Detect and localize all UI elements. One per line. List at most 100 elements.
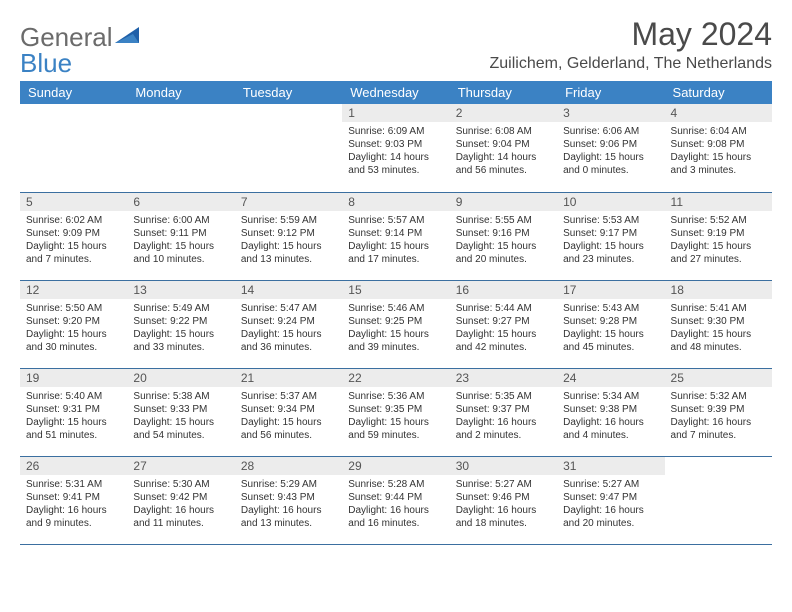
sunset-text: Sunset: 9:35 PM <box>348 403 443 416</box>
daylight-text: Daylight: 15 hours and 48 minutes. <box>671 328 766 354</box>
day-number: 9 <box>450 193 557 211</box>
sunset-text: Sunset: 9:04 PM <box>456 138 551 151</box>
calendar-day-cell: 18Sunrise: 5:41 AMSunset: 9:30 PMDayligh… <box>665 280 772 368</box>
calendar-day-cell: 19Sunrise: 5:40 AMSunset: 9:31 PMDayligh… <box>20 368 127 456</box>
sunset-text: Sunset: 9:47 PM <box>563 491 658 504</box>
calendar-day-cell <box>20 104 127 192</box>
sunset-text: Sunset: 9:41 PM <box>26 491 121 504</box>
calendar-week-row: 1Sunrise: 6:09 AMSunset: 9:03 PMDaylight… <box>20 104 772 192</box>
day-number: 10 <box>557 193 664 211</box>
sunrise-text: Sunrise: 5:34 AM <box>563 390 658 403</box>
logo-word-blue-wrap: Blue <box>22 48 72 79</box>
sunrise-text: Sunrise: 5:46 AM <box>348 302 443 315</box>
daylight-text: Daylight: 15 hours and 54 minutes. <box>133 416 228 442</box>
daylight-text: Daylight: 15 hours and 51 minutes. <box>26 416 121 442</box>
sunrise-text: Sunrise: 5:37 AM <box>241 390 336 403</box>
day-details: Sunrise: 5:44 AMSunset: 9:27 PMDaylight:… <box>450 299 557 358</box>
sunset-text: Sunset: 9:46 PM <box>456 491 551 504</box>
sunset-text: Sunset: 9:19 PM <box>671 227 766 240</box>
daylight-text: Daylight: 15 hours and 13 minutes. <box>241 240 336 266</box>
daylight-text: Daylight: 15 hours and 7 minutes. <box>26 240 121 266</box>
sunrise-text: Sunrise: 5:59 AM <box>241 214 336 227</box>
sunrise-text: Sunrise: 5:55 AM <box>456 214 551 227</box>
daylight-text: Daylight: 15 hours and 0 minutes. <box>563 151 658 177</box>
sunset-text: Sunset: 9:16 PM <box>456 227 551 240</box>
day-number: 26 <box>20 457 127 475</box>
daylight-text: Daylight: 16 hours and 18 minutes. <box>456 504 551 530</box>
day-number: 13 <box>127 281 234 299</box>
weekday-header: Sunday <box>20 81 127 104</box>
daylight-text: Daylight: 15 hours and 20 minutes. <box>456 240 551 266</box>
day-details: Sunrise: 5:59 AMSunset: 9:12 PMDaylight:… <box>235 211 342 270</box>
sunset-text: Sunset: 9:06 PM <box>563 138 658 151</box>
day-number: 18 <box>665 281 772 299</box>
calendar-day-cell: 13Sunrise: 5:49 AMSunset: 9:22 PMDayligh… <box>127 280 234 368</box>
sunset-text: Sunset: 9:22 PM <box>133 315 228 328</box>
daylight-text: Daylight: 15 hours and 33 minutes. <box>133 328 228 354</box>
day-details: Sunrise: 5:40 AMSunset: 9:31 PMDaylight:… <box>20 387 127 446</box>
day-details: Sunrise: 5:38 AMSunset: 9:33 PMDaylight:… <box>127 387 234 446</box>
sunrise-text: Sunrise: 6:04 AM <box>671 125 766 138</box>
day-number: 12 <box>20 281 127 299</box>
day-number: 25 <box>665 369 772 387</box>
calendar-day-cell: 22Sunrise: 5:36 AMSunset: 9:35 PMDayligh… <box>342 368 449 456</box>
day-number: 28 <box>235 457 342 475</box>
sunrise-text: Sunrise: 5:41 AM <box>671 302 766 315</box>
sunset-text: Sunset: 9:43 PM <box>241 491 336 504</box>
calendar-day-cell: 8Sunrise: 5:57 AMSunset: 9:14 PMDaylight… <box>342 192 449 280</box>
day-details: Sunrise: 5:49 AMSunset: 9:22 PMDaylight:… <box>127 299 234 358</box>
calendar-head: SundayMondayTuesdayWednesdayThursdayFrid… <box>20 81 772 104</box>
sunrise-text: Sunrise: 5:28 AM <box>348 478 443 491</box>
day-details: Sunrise: 5:27 AMSunset: 9:47 PMDaylight:… <box>557 475 664 534</box>
day-details: Sunrise: 5:29 AMSunset: 9:43 PMDaylight:… <box>235 475 342 534</box>
calendar-day-cell: 26Sunrise: 5:31 AMSunset: 9:41 PMDayligh… <box>20 456 127 544</box>
sunset-text: Sunset: 9:39 PM <box>671 403 766 416</box>
day-number: 19 <box>20 369 127 387</box>
sunset-text: Sunset: 9:37 PM <box>456 403 551 416</box>
calendar-day-cell: 25Sunrise: 5:32 AMSunset: 9:39 PMDayligh… <box>665 368 772 456</box>
day-number: 31 <box>557 457 664 475</box>
calendar-day-cell: 28Sunrise: 5:29 AMSunset: 9:43 PMDayligh… <box>235 456 342 544</box>
daylight-text: Daylight: 15 hours and 17 minutes. <box>348 240 443 266</box>
daylight-text: Daylight: 16 hours and 2 minutes. <box>456 416 551 442</box>
calendar-day-cell: 27Sunrise: 5:30 AMSunset: 9:42 PMDayligh… <box>127 456 234 544</box>
sunrise-text: Sunrise: 5:38 AM <box>133 390 228 403</box>
day-number: 14 <box>235 281 342 299</box>
weekday-header: Monday <box>127 81 234 104</box>
calendar-day-cell: 17Sunrise: 5:43 AMSunset: 9:28 PMDayligh… <box>557 280 664 368</box>
daylight-text: Daylight: 15 hours and 23 minutes. <box>563 240 658 266</box>
sunset-text: Sunset: 9:12 PM <box>241 227 336 240</box>
day-details: Sunrise: 6:09 AMSunset: 9:03 PMDaylight:… <box>342 122 449 181</box>
daylight-text: Daylight: 15 hours and 27 minutes. <box>671 240 766 266</box>
sunrise-text: Sunrise: 6:06 AM <box>563 125 658 138</box>
sunset-text: Sunset: 9:25 PM <box>348 315 443 328</box>
daylight-text: Daylight: 15 hours and 36 minutes. <box>241 328 336 354</box>
sunrise-text: Sunrise: 5:32 AM <box>671 390 766 403</box>
day-details: Sunrise: 5:47 AMSunset: 9:24 PMDaylight:… <box>235 299 342 358</box>
day-details: Sunrise: 5:50 AMSunset: 9:20 PMDaylight:… <box>20 299 127 358</box>
sunrise-text: Sunrise: 5:35 AM <box>456 390 551 403</box>
day-number: 5 <box>20 193 127 211</box>
weekday-header: Tuesday <box>235 81 342 104</box>
day-number: 24 <box>557 369 664 387</box>
sunrise-text: Sunrise: 5:31 AM <box>26 478 121 491</box>
sunrise-text: Sunrise: 5:53 AM <box>563 214 658 227</box>
day-details: Sunrise: 5:28 AMSunset: 9:44 PMDaylight:… <box>342 475 449 534</box>
day-number: 22 <box>342 369 449 387</box>
day-number: 7 <box>235 193 342 211</box>
calendar-day-cell: 11Sunrise: 5:52 AMSunset: 9:19 PMDayligh… <box>665 192 772 280</box>
daylight-text: Daylight: 15 hours and 45 minutes. <box>563 328 658 354</box>
daylight-text: Daylight: 15 hours and 42 minutes. <box>456 328 551 354</box>
sunrise-text: Sunrise: 5:47 AM <box>241 302 336 315</box>
calendar-day-cell: 30Sunrise: 5:27 AMSunset: 9:46 PMDayligh… <box>450 456 557 544</box>
calendar-day-cell <box>235 104 342 192</box>
sunset-text: Sunset: 9:44 PM <box>348 491 443 504</box>
day-details: Sunrise: 5:36 AMSunset: 9:35 PMDaylight:… <box>342 387 449 446</box>
day-details: Sunrise: 6:00 AMSunset: 9:11 PMDaylight:… <box>127 211 234 270</box>
calendar-day-cell: 3Sunrise: 6:06 AMSunset: 9:06 PMDaylight… <box>557 104 664 192</box>
daylight-text: Daylight: 14 hours and 56 minutes. <box>456 151 551 177</box>
day-number: 17 <box>557 281 664 299</box>
sunrise-text: Sunrise: 5:27 AM <box>456 478 551 491</box>
daylight-text: Daylight: 16 hours and 11 minutes. <box>133 504 228 530</box>
daylight-text: Daylight: 16 hours and 16 minutes. <box>348 504 443 530</box>
